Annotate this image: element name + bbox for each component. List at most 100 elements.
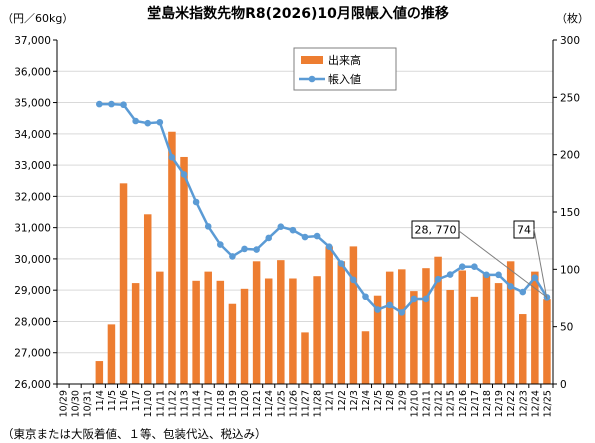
line-series [96,100,551,316]
x-tick-label: 10/31 [83,390,94,417]
line-point [241,245,248,253]
x-tick-label: 10/29 [59,390,70,417]
x-tick-label: 12/3 [349,390,360,411]
line-point [289,226,297,234]
bar [337,261,346,384]
x-tick-label: 11/26 [288,390,299,417]
bar [119,183,128,384]
bar [446,289,454,384]
left-axis-unit: （円／60kg） [2,12,73,25]
x-tick-label: 12/12 [434,390,445,417]
line-point [313,232,321,240]
x-tick-label: 11/20 [240,390,251,417]
line-point [507,283,514,290]
x-tick-label: 12/1 [325,390,336,411]
line-point [180,171,188,178]
x-tick-label: 12/23 [518,390,529,417]
callout-leader-volume [533,228,548,300]
x-tick-label: 12/17 [470,390,481,417]
right-axis-unit: （枚） [556,11,589,25]
bar [204,271,212,384]
bar [107,324,116,384]
callout-box-price [411,220,460,239]
x-tick-label: 10/30 [71,390,82,417]
line-point [204,223,212,230]
line-point [265,234,273,242]
line-point [96,100,103,108]
x-tick-label: 11/7 [131,390,142,411]
legend: 出来高 帳入値 [293,47,397,91]
x-tick-label: 11/10 [143,390,154,417]
bar [422,268,430,384]
x-tick-label: 11/11 [155,390,166,417]
left-tick-label: 36,000 [14,66,51,78]
bar [313,276,321,384]
x-tick-label: 12/15 [446,390,457,417]
bar [506,261,515,384]
x-tick-label: 11/21 [252,390,263,417]
left-tick-label: 32,000 [14,191,51,203]
x-tick-label: 12/5 [373,390,384,411]
legend-box [293,47,397,91]
line-point [386,301,393,309]
x-tick-label: 11/18 [216,390,227,417]
line-point [156,118,164,126]
bar [482,273,491,384]
x-tick-label: 12/4 [361,390,372,411]
x-tick-label: 12/24 [530,390,541,417]
left-tick-label: 26,000 [14,379,51,391]
x-tick-label: 12/2 [337,390,348,411]
x-tick-label: 11/6 [119,390,130,411]
footnote: （東京または大阪着値、１等、包装代込、税込み） [2,427,267,441]
bar [156,271,164,384]
right-tick-label: 300 [560,35,580,47]
bar-series [95,131,551,384]
x-tick-label: 11/4 [95,390,106,411]
line-point [398,309,406,316]
bar [192,280,200,384]
right-tick-label: 0 [560,379,567,391]
line-point [410,295,418,303]
left-tick-label: 35,000 [14,98,51,110]
left-tick-label: 37,000 [14,35,51,47]
bar [519,314,527,384]
line-point [362,293,369,301]
bar [95,361,104,384]
line-point [301,233,309,241]
left-tick-label: 30,000 [14,254,51,266]
line-point [277,223,285,230]
annotations: 28, 770 74 [411,220,548,300]
legend-label-bar: 出来高 [328,53,361,67]
right-tick-label: 250 [560,92,580,104]
left-tick-label: 31,000 [14,223,51,235]
line-point [229,253,236,260]
callout-leader-price [458,230,548,298]
x-tick-label: 11/14 [192,390,203,417]
bar [373,295,382,384]
right-axis-ticks: 0 50 100 150 200 250 300 [553,35,580,391]
line-point [519,288,527,296]
x-tick-label: 11/27 [301,390,312,417]
bar [398,269,406,384]
bar [531,271,539,384]
bar [361,331,370,384]
line-point [531,274,539,281]
bar [277,260,285,384]
bar [543,299,551,384]
line-point [192,198,200,206]
x-tick-label: 12/11 [421,390,432,417]
x-tick-label: 12/9 [397,390,408,411]
bar [168,131,176,384]
left-tick-label: 28,000 [14,316,51,328]
bar [131,283,140,384]
x-tick-label: 11/13 [180,390,191,417]
bar [494,283,503,384]
left-tick-label: 33,000 [14,160,51,172]
bar [216,280,225,384]
bar [143,214,152,384]
x-tick-label: 12/16 [458,390,469,417]
bar [289,278,297,384]
bar [180,156,188,384]
line-point [374,306,381,313]
left-tick-label: 27,000 [14,348,51,360]
